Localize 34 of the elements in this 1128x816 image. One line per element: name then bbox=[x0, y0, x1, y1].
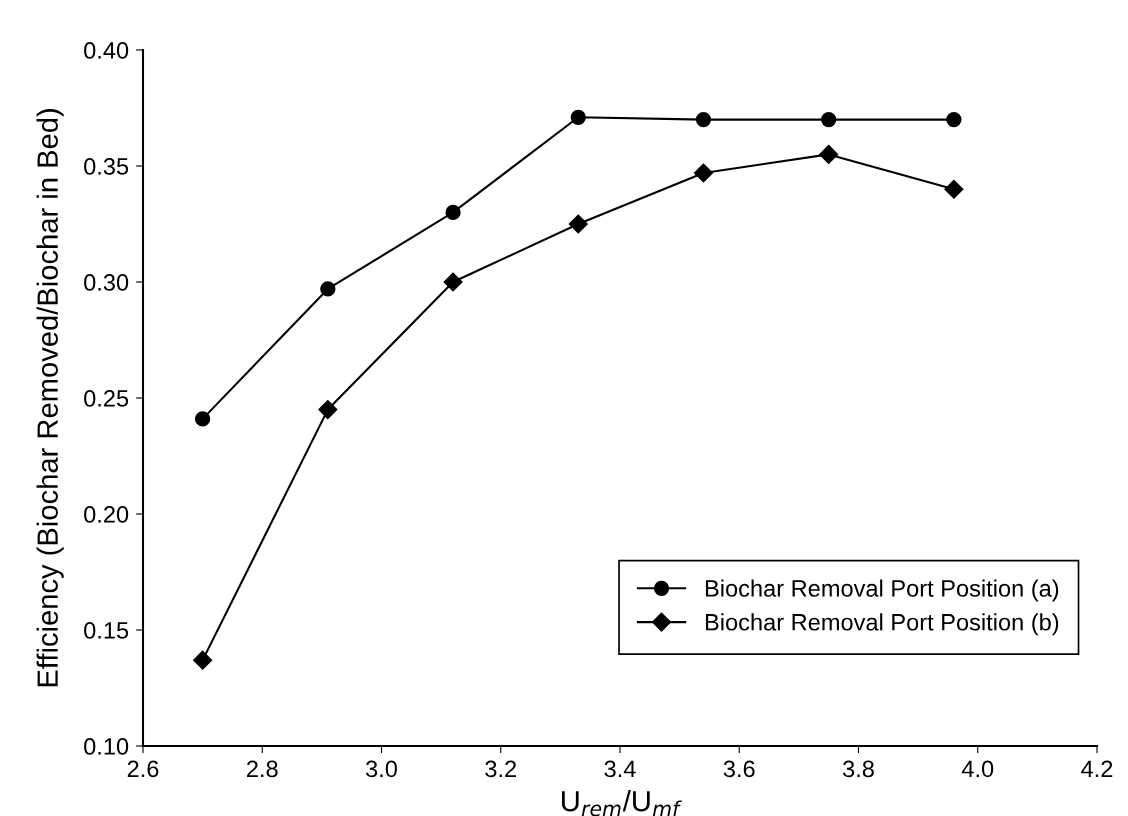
y-tick-label: 0.25 bbox=[84, 390, 129, 407]
y-tick-label: 0.35 bbox=[84, 158, 129, 175]
point bbox=[193, 650, 213, 670]
x-tick-label: 3.6 bbox=[723, 760, 755, 778]
x-tick-label: 3.2 bbox=[485, 760, 516, 778]
x-tick-label: 4.2 bbox=[1081, 760, 1113, 777]
point bbox=[568, 214, 588, 234]
point bbox=[944, 179, 964, 199]
point bbox=[320, 281, 336, 297]
point bbox=[695, 111, 712, 128]
point bbox=[194, 411, 211, 427]
x-tick-label: 3.0 bbox=[365, 760, 397, 778]
point bbox=[946, 111, 962, 128]
y-axis-title: Efficiency (Biochar Removed/Biochar in Bed) bbox=[36, 109, 64, 687]
point bbox=[443, 272, 463, 292]
point bbox=[821, 111, 837, 128]
legend-label: Biochar Removal Port Position (b) bbox=[705, 613, 1059, 636]
x-tick-label: 4.0 bbox=[961, 760, 994, 778]
y-tick-label: 0.30 bbox=[84, 274, 129, 291]
point bbox=[819, 144, 839, 164]
y-tick-label: 0.20 bbox=[84, 506, 129, 523]
x-tick-label: 3.4 bbox=[604, 760, 636, 778]
y-tick-label: 0.15 bbox=[84, 622, 129, 639]
x-tick-label: 2.8 bbox=[247, 760, 278, 778]
point bbox=[570, 109, 586, 125]
point bbox=[445, 204, 461, 221]
x-axis-title: U$_{rem}$/U$_{mf}$ bbox=[562, 790, 682, 816]
x-tick-label: 3.8 bbox=[842, 760, 874, 778]
y-tick-label: 0.40 bbox=[84, 42, 129, 59]
y-tick-label: 0.10 bbox=[84, 738, 129, 755]
legend-label: Biochar Removal Port Position (a) bbox=[705, 579, 1059, 602]
point bbox=[693, 163, 714, 183]
x-tick-label: 2.6 bbox=[127, 760, 159, 778]
point bbox=[318, 400, 338, 420]
